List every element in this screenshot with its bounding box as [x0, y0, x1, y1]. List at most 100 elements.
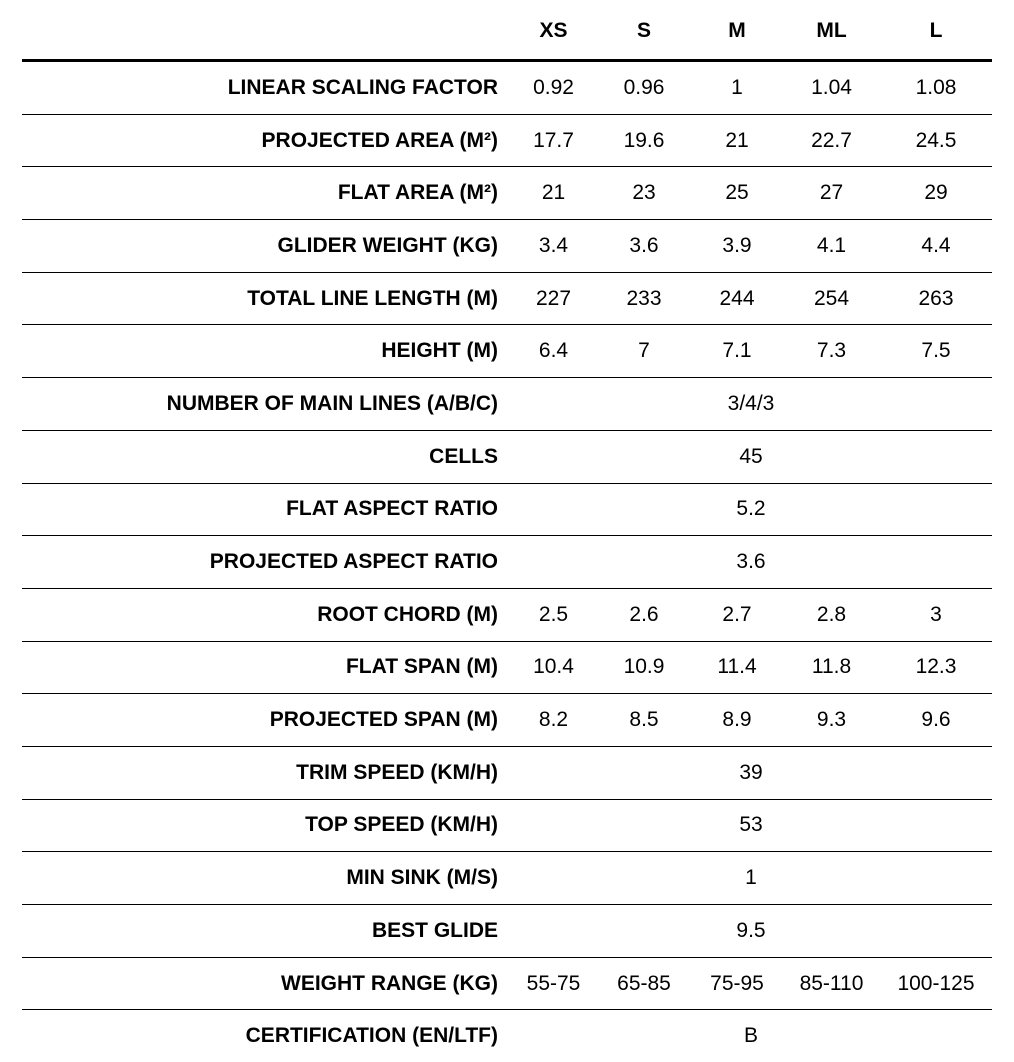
value-cell: 1 [691, 60, 783, 115]
value-cell: 3 [880, 588, 992, 642]
table-row: PROJECTED AREA (M²) 17.7 19.6 21 22.7 24.5 [22, 114, 992, 168]
value-cell: 9.3 [783, 693, 880, 747]
value-cell: 8.5 [597, 693, 691, 747]
table-row: MIN SINK (M/S) 1 [22, 851, 992, 905]
value-cell: 0.96 [597, 60, 691, 115]
table-row: FLAT ASPECT RATIO 5.2 [22, 483, 992, 537]
value-cell: 1.04 [783, 60, 880, 115]
value-cell: 22.7 [783, 114, 880, 168]
table-row: TOTAL LINE LENGTH (M) 227 233 244 254 263 [22, 272, 992, 326]
table-row: TOP SPEED (KM/H) 53 [22, 799, 992, 853]
value-cell: 8.9 [691, 693, 783, 747]
value-cell: 227 [510, 272, 597, 326]
value-cell: 7.5 [880, 324, 992, 379]
row-label: ROOT CHORD (M) [22, 588, 510, 642]
merged-value-cell: 3.6 [510, 535, 992, 589]
value-cell: 7.3 [783, 324, 880, 379]
value-cell: 4.4 [880, 219, 992, 273]
row-label: GLIDER WEIGHT (KG) [22, 219, 510, 273]
header-cell-ml: ML [783, 0, 880, 62]
row-label: HEIGHT (M) [22, 324, 510, 379]
value-cell: 2.7 [691, 588, 783, 642]
value-cell: 7.1 [691, 324, 783, 379]
value-cell: 11.8 [783, 641, 880, 695]
table-row: PROJECTED ASPECT RATIO 3.6 [22, 535, 992, 589]
row-label: TOP SPEED (KM/H) [22, 799, 510, 853]
merged-value-cell: 1 [510, 851, 992, 905]
value-cell: 29 [880, 166, 992, 221]
table-row: FLAT AREA (M²) 21 23 25 27 29 [22, 166, 992, 221]
value-cell: 17.7 [510, 114, 597, 168]
header-cell-m: M [691, 0, 783, 62]
value-cell: 23 [597, 166, 691, 221]
row-label: FLAT ASPECT RATIO [22, 483, 510, 537]
value-cell: 1.08 [880, 60, 992, 115]
specs-table: XS S M ML L LINEAR SCALING FACTOR 0.92 0.9… [22, 0, 992, 1062]
value-cell: 7 [597, 324, 691, 379]
merged-value-cell: B [743, 1024, 758, 1048]
header-cell-xs: XS [510, 0, 597, 62]
header-cell-s: S [597, 0, 691, 62]
table-row: LINEAR SCALING FACTOR 0.92 0.96 1 1.04 1.08 [22, 60, 992, 115]
row-label: CERTIFICATION (EN/LTF) [245, 1024, 498, 1048]
merged-value-cell: 9.5 [510, 904, 992, 958]
value-cell: 2.8 [783, 588, 880, 642]
value-cell: 233 [597, 272, 691, 326]
row-label: BEST GLIDE [22, 904, 510, 958]
value-cell: 3.9 [691, 219, 783, 273]
row-label: PROJECTED SPAN (M) [22, 693, 510, 747]
value-cell: 244 [691, 272, 783, 326]
value-cell: 25 [691, 166, 783, 221]
value-cell: 55-75 [510, 957, 597, 1011]
value-cell: 2.5 [510, 588, 597, 642]
table-row: CERTIFICATION (EN/LTF) B [22, 1010, 992, 1062]
row-label: MIN SINK (M/S) [22, 851, 510, 905]
header-cell [22, 0, 510, 62]
table-row: ROOT CHORD (M) 2.5 2.6 2.7 2.8 3 [22, 588, 992, 642]
value-cell: 100-125 [880, 957, 992, 1011]
value-cell: 254 [783, 272, 880, 326]
table-row: CELLS 45 [22, 430, 992, 484]
row-label: PROJECTED AREA (M²) [22, 114, 510, 168]
value-cell: 65-85 [597, 957, 691, 1011]
value-cell: 21 [691, 114, 783, 168]
table-row: BEST GLIDE 9.5 [22, 904, 992, 958]
header-row: XS S M ML L [22, 0, 992, 62]
table-row: TRIM SPEED (KM/H) 39 [22, 746, 992, 800]
merged-value-cell: 53 [510, 799, 992, 853]
value-cell: 11.4 [691, 641, 783, 695]
value-cell: 10.4 [510, 641, 597, 695]
row-label: WEIGHT RANGE (KG) [22, 957, 510, 1011]
merged-value-cell: 3/4/3 [510, 377, 992, 431]
merged-value-cell: 5.2 [510, 483, 992, 537]
value-cell: 85-110 [783, 957, 880, 1011]
value-cell: 3.4 [510, 219, 597, 273]
value-cell: 19.6 [597, 114, 691, 168]
value-cell: 0.92 [510, 60, 597, 115]
value-cell: 4.1 [783, 219, 880, 273]
value-cell: 27 [783, 166, 880, 221]
table-row: HEIGHT (M) 6.4 7 7.1 7.3 7.5 [22, 324, 992, 379]
row-label: TOTAL LINE LENGTH (M) [22, 272, 510, 326]
table-row: FLAT SPAN (M) 10.4 10.9 11.4 11.8 12.3 [22, 641, 992, 695]
row-label: PROJECTED ASPECT RATIO [22, 535, 510, 589]
table-row: PROJECTED SPAN (M) 8.2 8.5 8.9 9.3 9.6 [22, 693, 992, 747]
value-cell: 3.6 [597, 219, 691, 273]
value-cell: 263 [880, 272, 992, 326]
row-label: CELLS [22, 430, 510, 484]
table-row: NUMBER OF MAIN LINES (A/B/C) 3/4/3 [22, 377, 992, 431]
row-label: FLAT AREA (M²) [22, 166, 510, 221]
table-row: GLIDER WEIGHT (KG) 3.4 3.6 3.9 4.1 4.4 [22, 219, 992, 273]
header-cell-l: L [880, 0, 992, 62]
merged-value-cell: 45 [510, 430, 992, 484]
value-cell: 2.6 [597, 588, 691, 642]
value-cell: 8.2 [510, 693, 597, 747]
row-label: FLAT SPAN (M) [22, 641, 510, 695]
row-label: LINEAR SCALING FACTOR [22, 60, 510, 115]
value-cell: 75-95 [691, 957, 783, 1011]
value-cell: 24.5 [880, 114, 992, 168]
row-label: NUMBER OF MAIN LINES (A/B/C) [22, 377, 510, 431]
value-cell: 21 [510, 166, 597, 221]
table-row: WEIGHT RANGE (KG) 55-75 65-85 75-95 85-110 10… [22, 957, 992, 1011]
value-cell: 12.3 [880, 641, 992, 695]
